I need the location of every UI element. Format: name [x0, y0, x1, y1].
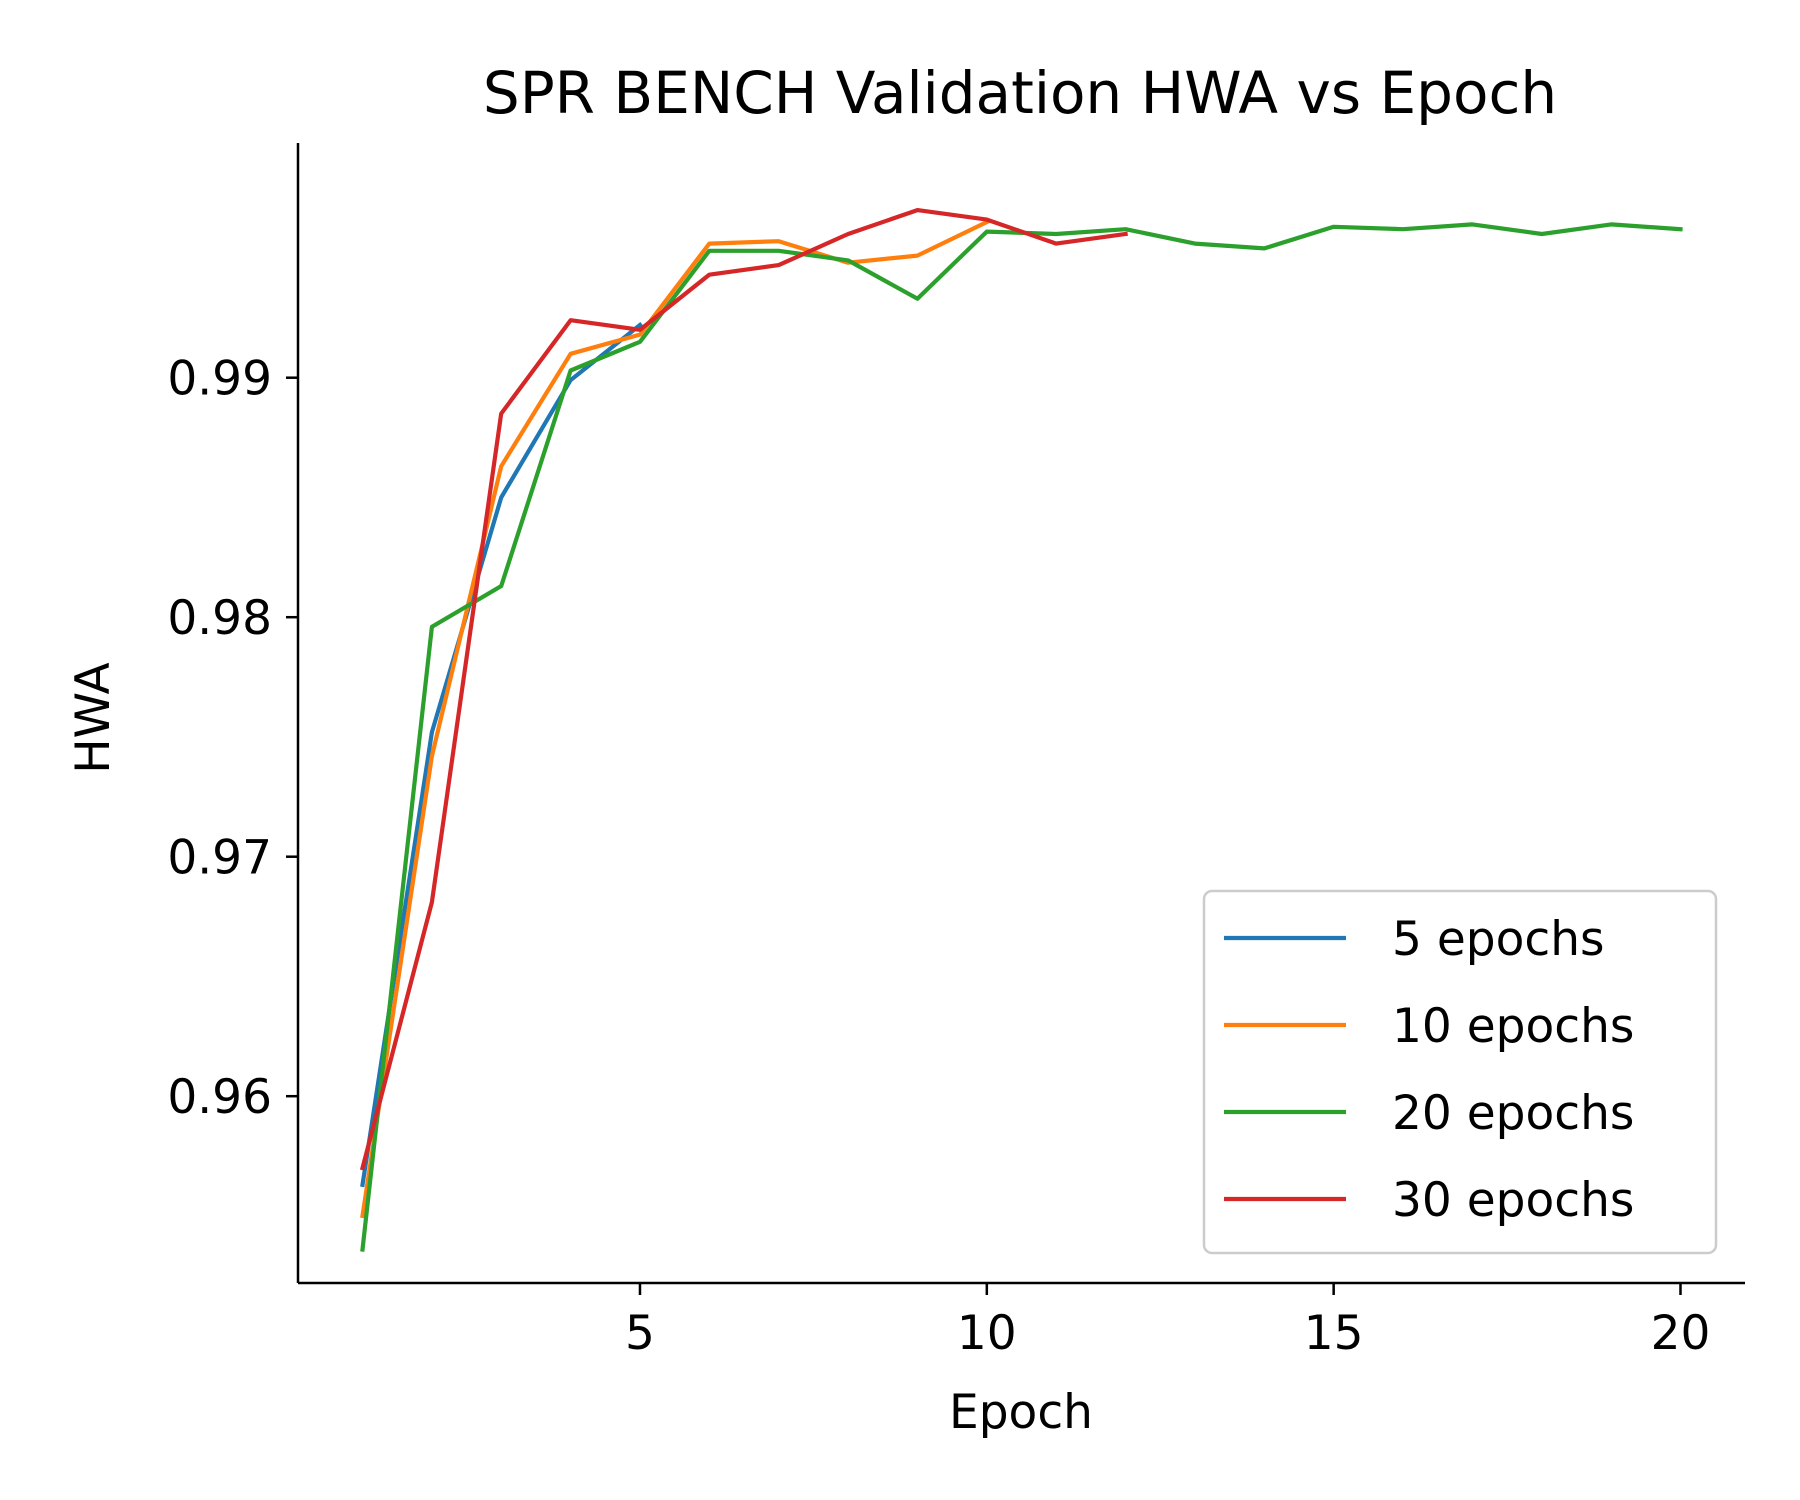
- x-tick-label: 20: [1651, 1306, 1711, 1361]
- series-layer: [359, 208, 1683, 1252]
- chart-title: SPR BENCH Validation HWA vs Epoch: [483, 59, 1557, 127]
- series-line-2: [360, 219, 990, 1219]
- x-axis-title: Epoch: [949, 1385, 1093, 1440]
- legend-label-1: 5 epochs: [1392, 912, 1604, 967]
- legend: 5 epochs 10 epochs 20 epochs 30 epochs: [1202, 889, 1718, 1255]
- x-ticks: 5 10 15 20: [625, 1283, 1710, 1361]
- y-tick-label: 0.99: [167, 352, 272, 407]
- x-tick-label: 15: [1304, 1306, 1364, 1361]
- y-tick-label: 0.97: [167, 831, 272, 886]
- legend-label-2: 10 epochs: [1392, 999, 1634, 1054]
- legend-label-4: 30 epochs: [1392, 1173, 1634, 1228]
- y-axis-title: HWA: [66, 662, 121, 773]
- x-tick-label: 5: [625, 1306, 655, 1361]
- legend-entries: 5 epochs 10 epochs 20 epochs 30 epochs: [1224, 912, 1634, 1228]
- x-tick-label: 10: [957, 1306, 1017, 1361]
- y-tick-label: 0.96: [167, 1070, 272, 1125]
- y-ticks: 0.96 0.97 0.98 0.99: [167, 352, 298, 1125]
- legend-frame: [1202, 889, 1718, 1255]
- y-tick-label: 0.98: [167, 591, 272, 646]
- legend-label-3: 20 epochs: [1392, 1086, 1634, 1141]
- series-line-4: [359, 208, 1128, 1171]
